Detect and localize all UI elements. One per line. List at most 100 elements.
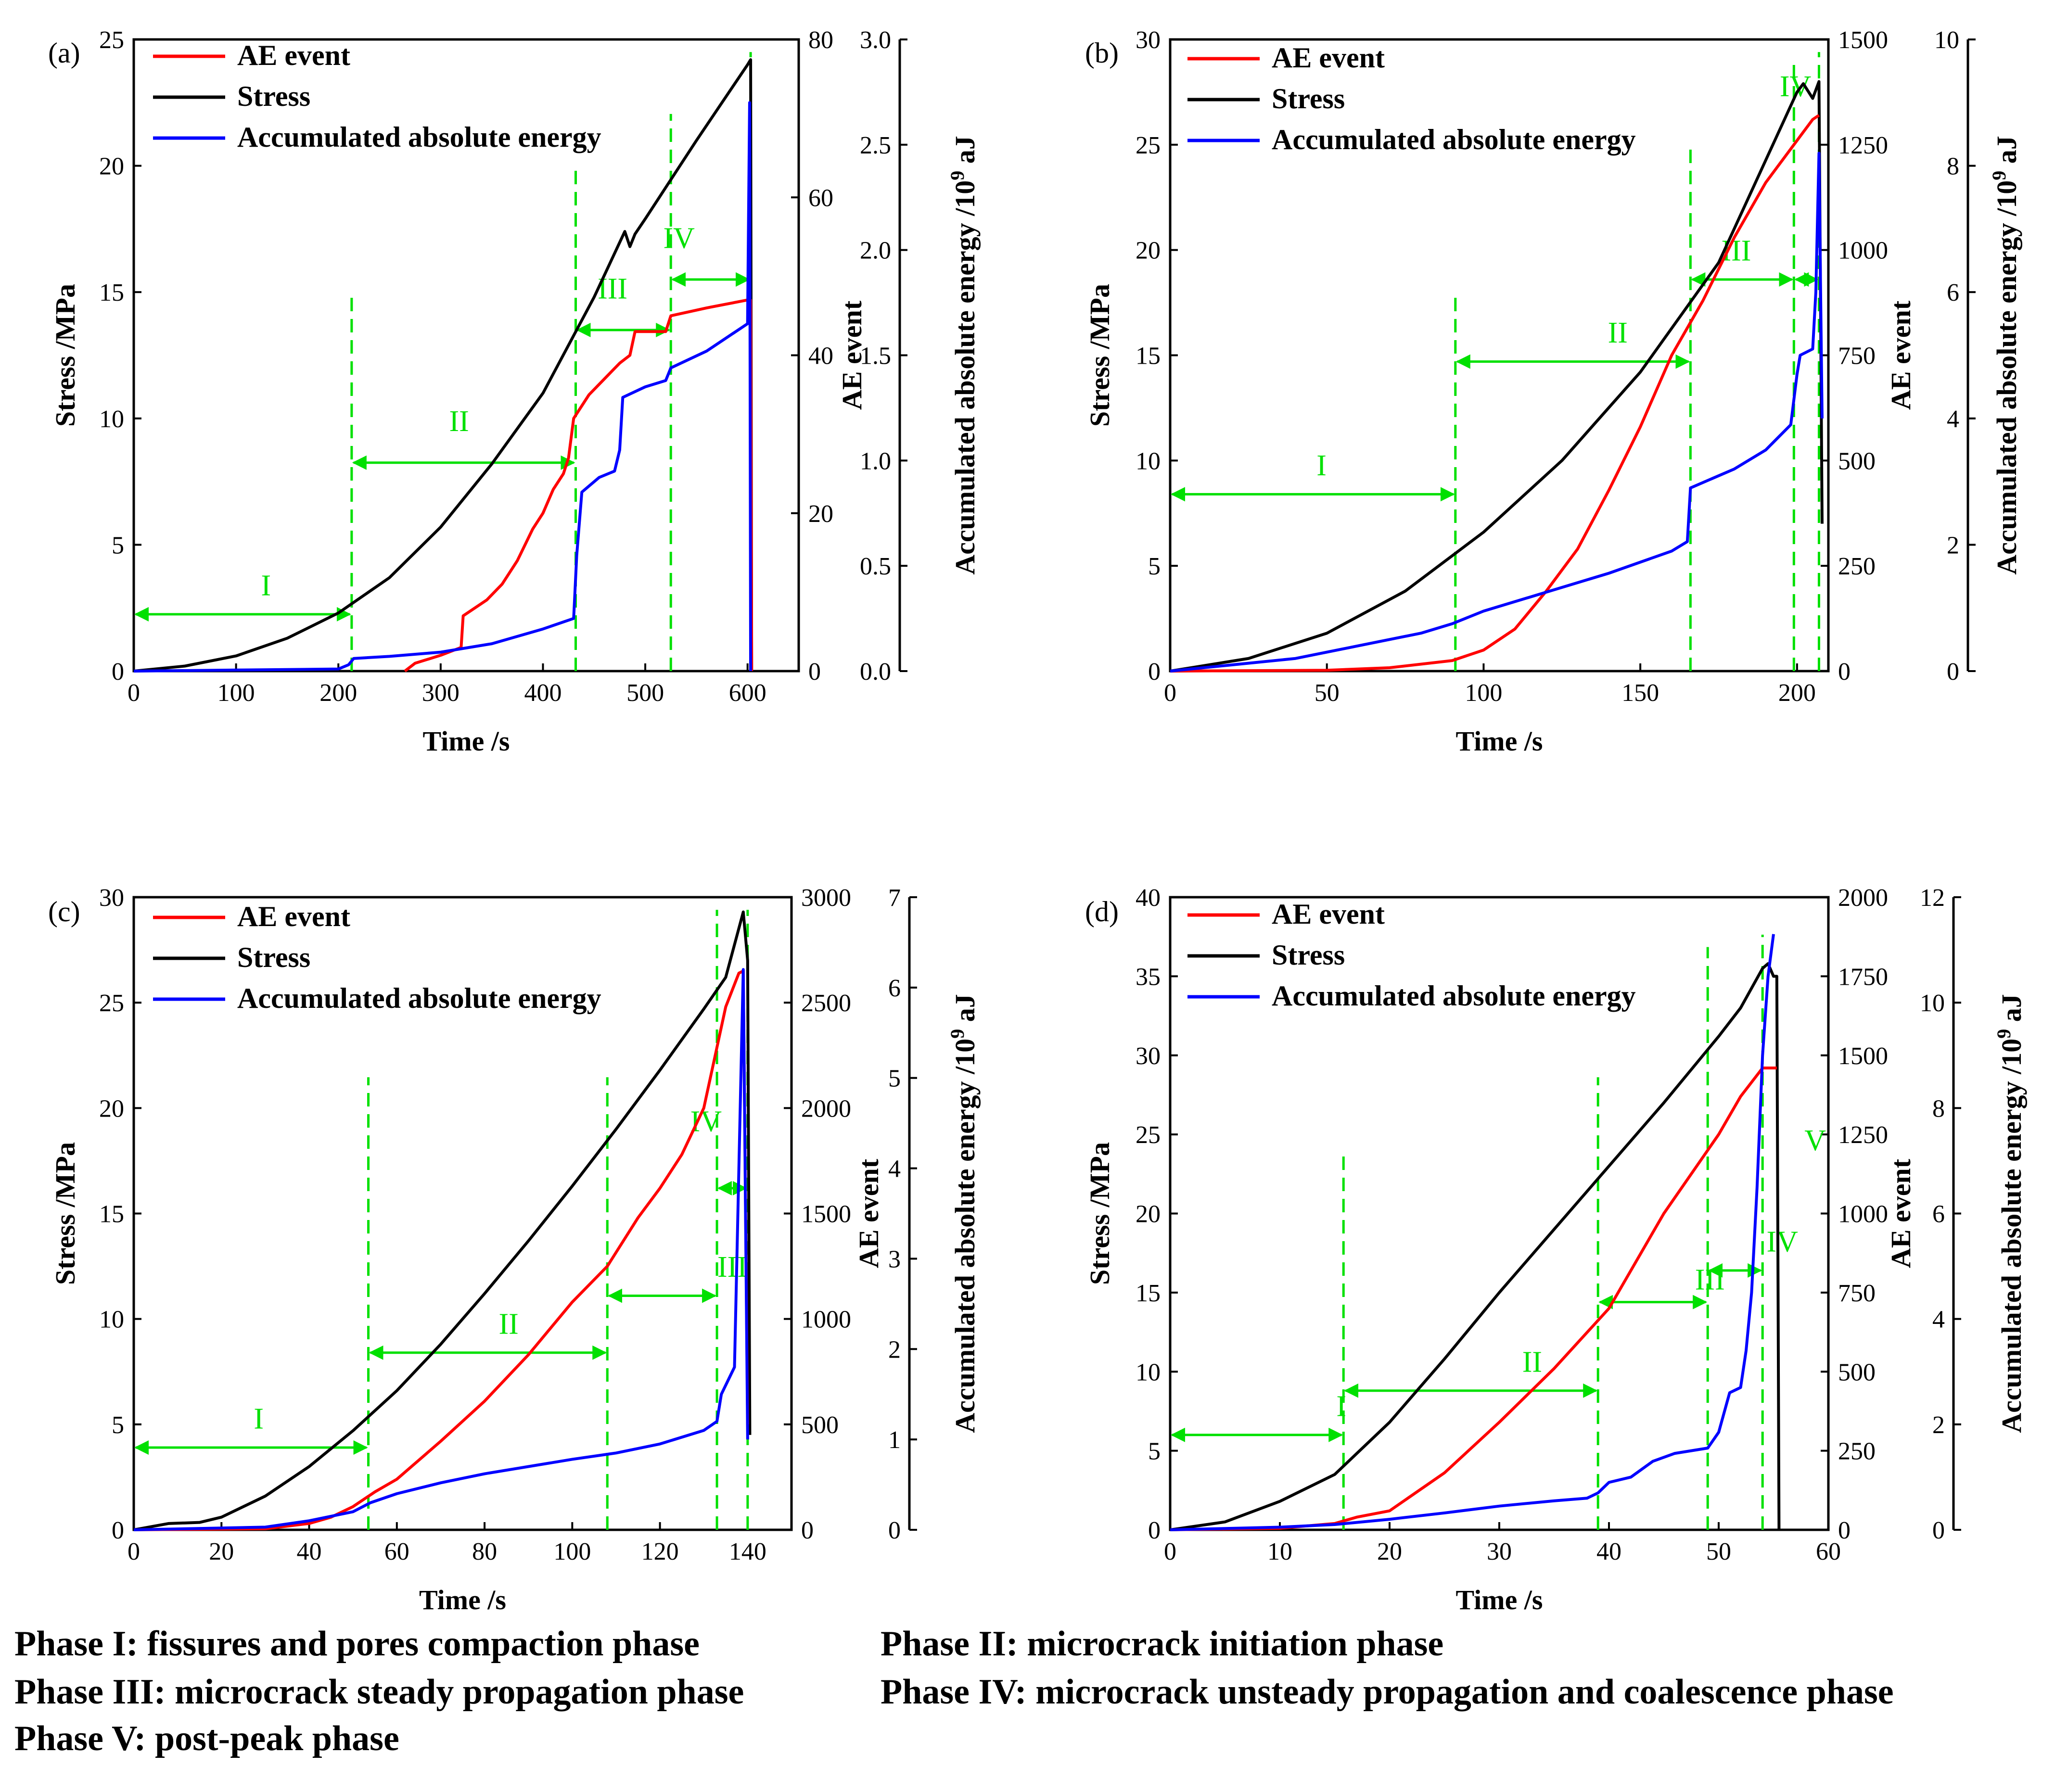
y-tick-label: 30 [1136,26,1161,54]
energy-series-line [133,101,753,673]
y2-tick-label: 1250 [1838,1121,1888,1149]
x-tick-label: 50 [1706,1538,1731,1565]
chart-panel-b: 0 50 100 150 2000510152025300250500750100012… [1084,26,2022,757]
y-tick-label: 0 [1148,1517,1161,1544]
legend-entry: Accumulated absolute energy [237,982,601,1014]
y3-axis-title-main: Accumulated absolute energy /10 [949,1039,981,1433]
y2-axis-title: AE event [1885,300,1916,410]
x-tick-label: 40 [297,1538,322,1565]
y-axis-title: Stress /MPa [50,284,81,427]
phase-label-I: I [1316,449,1327,482]
y3-axis-title-sup: 9 [946,171,968,180]
y3-axis-title-sup: 9 [1988,171,2010,180]
phase-label-II: II [499,1308,519,1340]
x-axis-title: Time /s [423,725,510,757]
x-tick-label: 600 [729,679,766,707]
x-tick-label: 30 [1487,1538,1512,1565]
y-tick-label: 5 [1148,1438,1161,1465]
y2-tick-label: 1000 [1838,1201,1888,1228]
y2-tick-label: 1750 [1838,963,1888,991]
y3-tick-label: 10 [1920,990,1945,1017]
energy-series-line [1170,152,1824,673]
y-tick-label: 15 [1136,1280,1161,1307]
legend-entry: AE event [237,901,350,932]
phase-label-I: I [254,1403,264,1436]
y-tick-label: 10 [99,1306,124,1334]
y-tick-label: 20 [1136,1201,1161,1228]
stress-series-line [1170,80,1824,673]
y-tick-label: 5 [1148,553,1161,580]
phase-label-III: III [1695,1263,1725,1296]
x-tick-label: 0 [1164,1538,1176,1565]
phase-label-II: II [1608,317,1628,349]
y2-tick-label: 1500 [1838,26,1888,54]
y3-tick-label: 2 [1947,532,1959,559]
y3-tick-label: 4 [1947,406,1959,433]
y3-tick-label: 1 [888,1426,901,1454]
y-axis-title: Stress /MPa [50,1142,81,1285]
y-tick-label: 20 [1136,237,1161,265]
legend-entry: Stress [237,941,310,973]
phase-label-IV: IV [1767,1225,1799,1258]
y3-tick-label: 1.0 [860,447,891,475]
panel-label: (c) [48,896,80,928]
y3-axis-title: Accumulated absolute energy /109 aJ [1988,136,2022,575]
y2-tick-label: 0 [801,1517,814,1544]
y2-tick-label: 250 [1838,553,1876,580]
y3-tick-label: 3.0 [860,26,891,54]
y2-axis-title: AE event [1885,1158,1916,1268]
y-tick-label: 20 [99,1095,124,1122]
y-tick-label: 5 [112,1411,124,1439]
y3-axis-title-unit: aJ [1991,136,2022,171]
y3-tick-label: 2 [1932,1411,1945,1439]
legend-entry: Stress [1272,83,1345,114]
y2-tick-label: 2000 [801,1095,851,1122]
footnote-phase-4: Phase IV: microcrack unsteady propagatio… [881,1672,1894,1712]
legend-entry: Stress [1272,939,1345,971]
x-tick-label: 50 [1315,679,1340,707]
y3-axis-title: Accumulated absolute energy /109 aJ [946,994,981,1433]
x-tick-label: 300 [422,679,460,707]
chart-panel-d: 0 10 20 30 40 50 60051015202530354002505007501… [1084,884,2027,1615]
y3-tick-label: 8 [1947,153,1959,180]
x-axis-title: Time /s [1456,1584,1543,1615]
y-tick-label: 15 [99,279,124,306]
y2-axis-title: AE event [836,300,868,410]
stress-series-line [133,910,752,1531]
x-axis-title: Time /s [1456,725,1543,757]
y2-tick-label: 500 [801,1411,839,1439]
legend-entry: Accumulated absolute energy [1272,980,1636,1012]
y2-tick-label: 750 [1838,1280,1876,1307]
y-axis-title: Stress /MPa [1084,1142,1115,1285]
legend-entry: AE event [237,39,350,71]
x-tick-label: 200 [1778,679,1816,707]
panel-label: (b) [1085,37,1119,69]
y3-tick-label: 4 [1932,1306,1945,1334]
y-axis-title: Stress /MPa [1084,284,1115,427]
y2-tick-label: 500 [1838,1359,1876,1386]
y3-axis-title-unit: aJ [1996,994,2027,1029]
y3-tick-label: 0 [888,1517,901,1544]
phase-label-V: V [1804,1124,1826,1157]
y-tick-label: 15 [1136,343,1161,370]
y-tick-label: 0 [112,1517,124,1544]
y3-tick-label: 0.5 [860,553,891,580]
y3-tick-label: 0 [1947,658,1959,686]
x-tick-label: 20 [1377,1538,1402,1565]
y2-tick-label: 1500 [801,1201,851,1228]
phase-label-III: III [717,1251,747,1284]
y-tick-label: 0 [112,658,124,686]
y2-tick-label: 40 [808,343,833,370]
phase-label-IV: IV [664,222,695,254]
chart-panel-c: 0 20 40 60 80 100 120 1400510152025300500100015… [48,884,981,1615]
footnote-phase-5: Phase V: post-peak phase [14,1719,399,1758]
y-tick-label: 5 [112,532,124,559]
x-tick-label: 100 [553,1538,591,1565]
phase-label-I: I [261,569,271,602]
x-tick-label: 0 [1164,679,1176,707]
y3-tick-label: 7 [888,884,901,912]
footnote-phase-3: Phase III: microcrack steady propagation… [14,1672,744,1712]
y-tick-label: 30 [1136,1042,1161,1070]
y3-tick-label: 12 [1920,884,1945,912]
y3-axis-title-main: Accumulated absolute energy /10 [949,180,981,575]
